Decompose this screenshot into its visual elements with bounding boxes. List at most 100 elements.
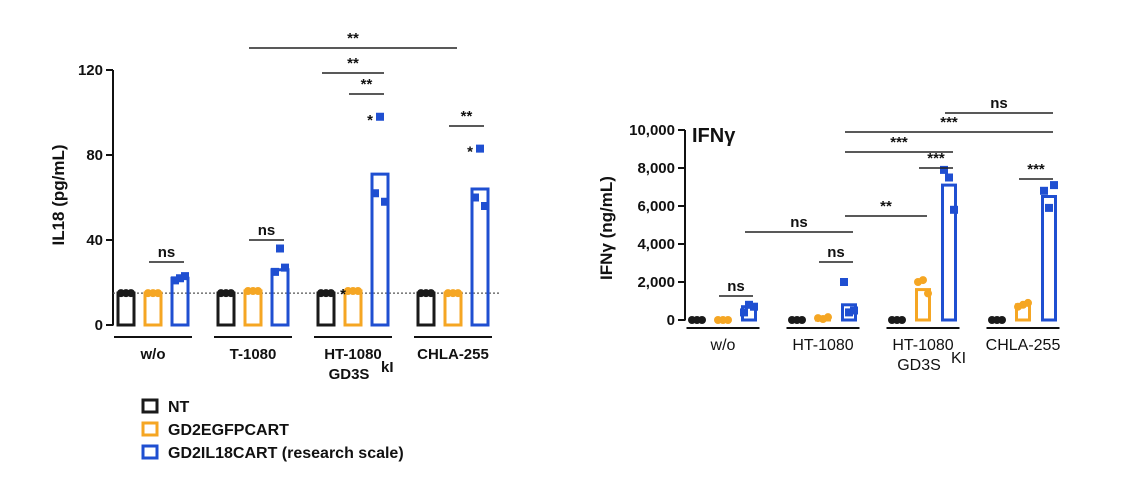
ifng-point [919,276,927,285]
il18-point [181,272,189,281]
il18-significance-label: ns [258,222,276,239]
legend-label: NT [168,399,190,416]
il18-point [276,244,284,253]
ifng-chart: 0 2,000 4,000 6,000 8,000 10,000 w/o HT-1080 HT-… [629,95,1060,374]
ifng-bar [1041,195,1057,322]
il18-point [371,189,379,198]
legend: NT GD2EGFPCART GD2IL18CART (research scale… [141,398,404,462]
il18-point [222,289,230,298]
il18-bar [143,291,163,327]
il18-chart: 0 40 80 120 w/o T-1080 HT-1080 GD3S kI CHLA-255 ns… [78,30,500,383]
il18-point [471,193,479,202]
ifng-category-label: w/o [710,337,736,354]
ifng-category-label: HT-1080 [892,337,953,354]
ifng-category-superscript: KI [951,350,966,367]
il18-bar [443,291,463,327]
ifng-point [1050,181,1058,190]
il18-y-tick-label: 0 [95,317,103,334]
il18-point [171,276,179,285]
ifng-point [693,316,701,324]
ifng-y-tick-label: 4,000 [637,236,675,253]
legend-swatch [141,398,159,414]
ifng-bar [941,183,957,322]
ifng-point [845,308,853,317]
il18-point [422,289,430,298]
il18-significance-label: ** [461,108,473,125]
ifng-y-tick-label: 10,000 [629,122,675,139]
legend-swatch [141,421,159,437]
ifng-point [840,278,848,286]
ifng-significance-label: ** [880,198,892,215]
ifng-significance-label: ns [990,95,1008,112]
ifng-point [950,205,958,214]
il18-bar [270,268,290,327]
ifng-significance-label: *** [1027,161,1045,178]
ifng-chart-title: IFNγ [692,125,736,147]
ifng-y-tick-label: 0 [667,312,675,329]
ifng-point [1019,300,1027,309]
il18-y-axis-label: IL18 (pg/mL) [49,144,68,245]
ifng-y-tick-label: 8,000 [637,160,675,177]
il18-y-tick-label: 80 [86,147,103,164]
ifng-point [1040,186,1048,195]
ifng-point [793,316,801,324]
il18-point [381,197,389,206]
il18-bar [470,187,490,327]
il18-point [476,144,484,153]
il18-bar [316,291,336,327]
il18-bar [216,291,236,327]
il18-y-tick-label: 40 [86,232,103,249]
ifng-point [819,315,827,324]
ifng-point [850,306,858,315]
il18-significance-label: ** [361,76,373,93]
ifng-point [750,302,758,311]
ifng-y-tick-label: 2,000 [637,274,675,291]
ifng-point [1045,203,1053,212]
ifng-significance-label: ns [827,244,845,261]
ifng-significance-label: ns [790,214,808,231]
ifng-point [940,165,948,174]
ifng-category-label: HT-1080 [792,337,853,354]
il18-category-superscript: kI [381,359,394,376]
il18-point [322,289,330,298]
ifng-category-sublabel: GD3S [897,357,941,374]
il18-category-label: T-1080 [230,346,277,363]
ifng-significance-label: *** [927,150,945,167]
il18-significance-label: ** [347,55,359,72]
il18-point-star: * [367,112,373,129]
ifng-point [719,316,727,324]
il18-category-label: CHLA-255 [417,346,489,363]
legend-swatch [141,444,159,460]
ifng-significance-label: *** [890,134,908,151]
il18-bar [370,172,390,327]
il18-point [349,287,357,295]
il18-significance-label: ns [158,244,176,261]
il18-point [176,274,184,283]
il18-bar [416,291,436,327]
ifng-significance-label: *** [940,114,958,131]
il18-category-label: HT-1080 [324,346,382,363]
il18-point [481,202,489,210]
il18-y-tick-label: 120 [78,62,103,79]
il18-category-sublabel: GD3S [329,366,370,383]
ifng-point [924,289,932,298]
ifng-point [745,300,753,309]
il18-point [249,287,257,295]
il18-point [271,267,279,276]
ifng-point [740,308,748,317]
ifng-significance-label: ns [727,278,745,295]
il18-point-star: * [467,144,473,161]
il18-point [281,263,289,272]
il18-bar [170,276,190,327]
il18-point [376,112,384,121]
il18-point [149,289,157,298]
ifng-y-tick-label: 6,000 [637,198,675,215]
il18-significance-label: ** [347,30,359,47]
ifng-point [993,316,1001,324]
legend-label: GD2IL18CART (research scale) [168,445,404,462]
il18-point [122,289,130,298]
legend-label: GD2EGFPCART [168,422,289,439]
ifng-point [945,173,953,182]
ifng-category-label: CHLA-255 [986,337,1061,354]
